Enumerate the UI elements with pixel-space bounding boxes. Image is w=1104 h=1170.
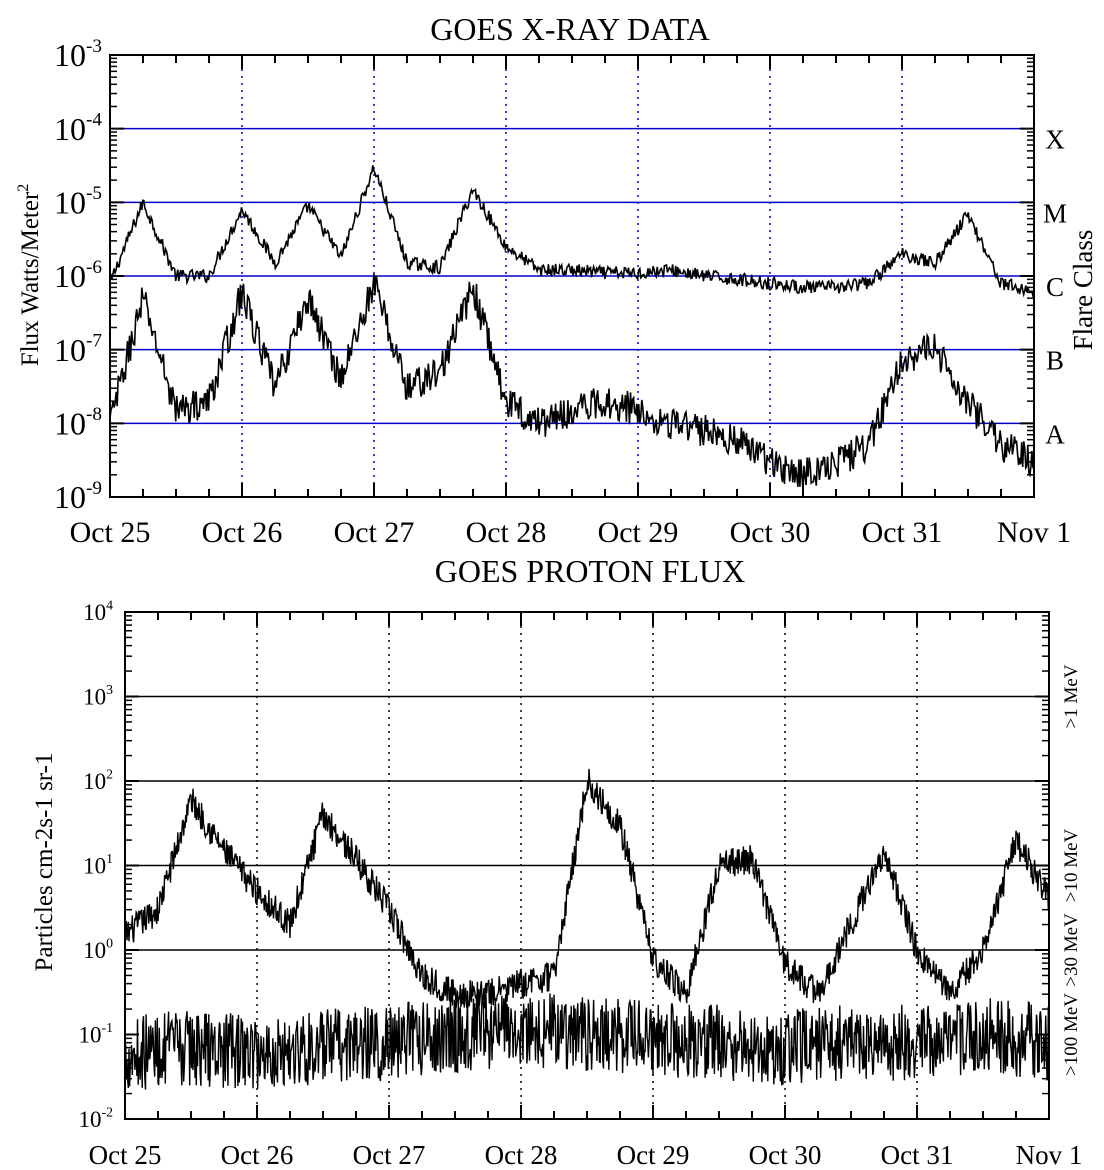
proton-energy-labels: >100 MeV >30 MeV >10 MeV >1 MeV [1061,664,1082,1076]
energy-label: >10 MeV [1061,828,1082,902]
proton-reference-lines [125,695,1049,951]
proton-y-axis-label: Particles cm-2s-1 sr-1 [31,753,58,972]
x-tick-label: Oct 28 [485,1140,558,1170]
x-tick-label: Oct 31 [862,516,943,549]
y-tick-label: 10-5 [54,183,102,220]
proton-x-tick-labels: Oct 25 Oct 26 Oct 27 Oct 28 Oct 29 Oct 30 Oct … [89,1140,1083,1170]
energy-label: >30 MeV [1061,913,1082,987]
xray-y-axis-label: Flux Watts/Meter2 [15,184,44,367]
y-tick-label: 10-4 [54,109,102,146]
x-tick-label: Oct 31 [881,1140,954,1170]
flare-class-label: A [1045,419,1065,449]
flare-class-label: B [1046,346,1064,376]
y-tick-label: 10-3 [54,36,102,73]
y-tick-label: 100 [83,936,113,963]
y-tick-label: 10-2 [79,1105,114,1132]
y-tick-label: 10-9 [54,478,102,515]
proton-traces [124,768,1050,1090]
x-tick-label: Oct 25 [70,516,151,549]
data-series-line [124,768,1050,1009]
y-tick-label: 102 [83,767,113,794]
proton-chart: GOES PROTON FLUX 10-2 10-1 100 101 102 103 104… [31,553,1082,1170]
proton-title: GOES PROTON FLUX [435,553,746,589]
y-tick-label: 10-6 [54,257,102,294]
y-tick-label: 10-8 [54,404,102,441]
x-tick-label: Oct 30 [730,516,811,549]
proton-y-tick-labels: 10-2 10-1 100 101 102 103 104 [79,598,114,1132]
x-tick-label: Nov 1 [997,516,1071,549]
xray-chart: GOES X-RAY DATA 10-9 10-8 10-7 10-6 10-5 10-4… [15,11,1098,549]
xray-traces [109,165,1035,491]
flare-class-label: M [1043,198,1067,228]
energy-label-group: >10 MeV [1061,828,1082,902]
energy-label: >100 MeV [1061,993,1082,1076]
xray-x-tick-labels: Oct 25 Oct 26 Oct 27 Oct 28 Oct 29 Oct 30 Oct … [70,516,1072,549]
y-tick-label: 103 [83,682,113,709]
xray-right-axis-label: Flare Class [1068,230,1098,351]
xray-flare-class-labels: A B C M X [1043,125,1067,450]
flare-class-label: C [1046,272,1064,302]
x-tick-label: Oct 26 [202,516,283,549]
xray-y-tick-labels: 10-9 10-8 10-7 10-6 10-5 10-4 10-3 [54,36,102,515]
energy-label-group: >1 MeV [1061,664,1082,728]
data-series-line [109,165,1035,298]
data-series-line [109,273,1035,491]
energy-label-group: >100 MeV [1061,993,1082,1076]
flare-class-label: X [1045,125,1065,155]
x-tick-label: Oct 25 [89,1140,162,1170]
x-tick-label: Oct 29 [617,1140,690,1170]
x-tick-label: Oct 29 [598,516,679,549]
y-tick-label: 101 [83,851,113,878]
energy-label-group: >30 MeV [1061,913,1082,987]
x-tick-label: Nov 1 [1016,1140,1083,1170]
x-tick-label: Oct 30 [749,1140,822,1170]
y-tick-label: 10-1 [79,1020,114,1047]
data-series-line [124,993,1050,1090]
proton-ticks [124,611,1050,1120]
y-tick-label: 10-7 [54,330,102,367]
energy-label: >1 MeV [1061,664,1082,728]
xray-ticks [109,54,1035,498]
x-tick-label: Oct 26 [221,1140,294,1170]
x-tick-label: Oct 27 [334,516,415,549]
x-tick-label: Oct 27 [353,1140,426,1170]
y-tick-label: 104 [83,598,113,625]
x-tick-label: Oct 28 [466,516,547,549]
xray-title: GOES X-RAY DATA [430,11,710,47]
